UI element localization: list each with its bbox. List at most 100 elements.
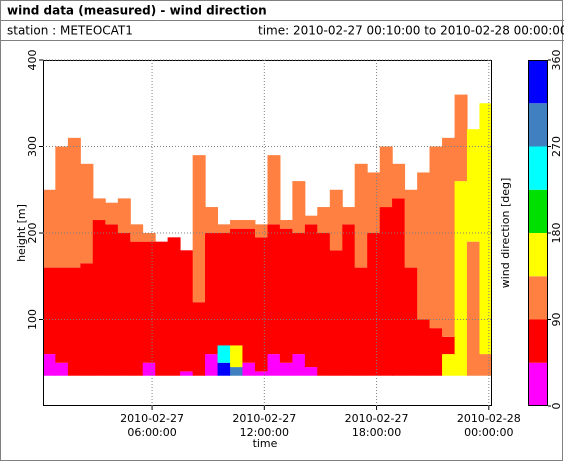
direction-cell	[105, 202, 119, 225]
direction-cell	[429, 146, 443, 329]
direction-cell	[267, 224, 281, 355]
chart-title: wind data (measured) - wind direction	[7, 4, 267, 18]
direction-cell	[292, 354, 306, 376]
direction-cell	[466, 241, 480, 376]
direction-cell	[354, 163, 368, 268]
direction-cell	[479, 103, 492, 355]
direction-cell	[304, 224, 318, 368]
station: station : METEOCAT1	[7, 24, 133, 38]
direction-cell	[267, 354, 281, 376]
y-tick-label: 300	[26, 136, 39, 157]
direction-cell	[254, 237, 268, 372]
direction-cell	[205, 233, 218, 355]
colorbar-band	[528, 233, 548, 277]
direction-cell	[205, 207, 218, 233]
direction-cell	[142, 362, 156, 376]
direction-cell	[192, 302, 206, 376]
x-tick-time: 00:00:00	[464, 426, 513, 439]
colorbar-tick-label: 360	[550, 50, 563, 71]
direction-cell	[342, 224, 356, 376]
direction-cell	[130, 241, 144, 376]
direction-cell	[279, 220, 293, 229]
colorbar-band	[528, 60, 548, 104]
x-tick-date: 2010-02-27	[232, 412, 296, 425]
colorbar-tick-label: 90	[550, 313, 563, 327]
x-tick-time: 18:00:00	[352, 426, 401, 439]
x-tick-time: 12:00:00	[240, 426, 289, 439]
colorbar-tick-label: 270	[550, 136, 563, 157]
direction-cell	[479, 354, 492, 376]
x-tick-date: 2010-02-27	[120, 412, 184, 425]
direction-cell	[442, 336, 456, 355]
direction-cell	[117, 198, 131, 233]
direction-cell	[92, 198, 106, 221]
x-axis-label: time	[253, 437, 278, 450]
direction-cell	[142, 233, 156, 242]
direction-cell	[242, 220, 256, 229]
colorbar-label: wind direction [deg]	[499, 178, 512, 289]
direction-cell	[304, 215, 318, 225]
direction-cell	[454, 94, 468, 182]
direction-cell	[105, 224, 119, 376]
direction-cell	[230, 345, 244, 368]
direction-cell	[354, 267, 368, 376]
direction-cell	[142, 241, 156, 363]
direction-cell	[379, 207, 393, 376]
direction-cell	[242, 228, 256, 363]
direction-cell	[404, 267, 418, 376]
direction-cell	[155, 241, 169, 376]
direction-cell	[230, 367, 244, 376]
direction-cell	[43, 354, 56, 376]
direction-cell	[80, 263, 94, 376]
time-range: time: 2010-02-27 00:10:00 to 2010-02-28 …	[258, 24, 564, 38]
x-tick-date: 2010-02-27	[345, 412, 409, 425]
colorbar-band	[528, 319, 548, 363]
direction-cell	[205, 354, 218, 376]
direction-cell	[442, 354, 456, 376]
direction-cell	[329, 250, 343, 376]
direction-cell	[67, 137, 81, 268]
direction-cell	[43, 267, 56, 355]
x-tick-time: 06:00:00	[127, 426, 176, 439]
colorbar-band	[528, 146, 548, 190]
colorbar-band	[528, 276, 548, 320]
direction-cell	[254, 371, 268, 376]
direction-cell	[404, 189, 418, 268]
colorbar-tick-label: 0	[550, 403, 563, 410]
direction-cell	[317, 233, 331, 376]
y-tick-label: 400	[26, 50, 39, 71]
direction-cell	[329, 189, 343, 251]
direction-cell	[55, 146, 69, 268]
direction-cell	[279, 362, 293, 376]
y-axis-label: height [m]	[15, 204, 28, 262]
direction-cell	[342, 207, 356, 225]
direction-cell	[417, 172, 431, 320]
direction-cell	[454, 181, 468, 376]
direction-cell	[67, 267, 81, 376]
colorbar-border	[528, 60, 548, 406]
direction-cell	[242, 362, 256, 376]
direction-cell	[292, 233, 306, 355]
direction-cell	[304, 367, 318, 376]
direction-cell	[292, 181, 306, 233]
direction-cell	[429, 328, 443, 376]
direction-cell	[80, 163, 94, 264]
direction-cell	[43, 189, 56, 268]
direction-cell	[217, 233, 231, 346]
plot-area	[43, 94, 492, 376]
direction-cell	[442, 137, 456, 337]
direction-cell	[279, 228, 293, 363]
direction-cell	[267, 155, 281, 225]
y-tick-label: 100	[26, 309, 39, 330]
direction-cell	[217, 224, 231, 233]
x-tick-date: 2010-02-28	[457, 412, 521, 425]
colorbar-tick-label: 180	[550, 223, 563, 244]
direction-cell	[367, 233, 381, 376]
direction-cell	[466, 129, 480, 242]
colorbar-band	[528, 189, 548, 233]
direction-cell	[392, 198, 406, 376]
direction-cell	[55, 362, 69, 376]
direction-cell	[317, 207, 331, 233]
direction-cell	[367, 172, 381, 233]
